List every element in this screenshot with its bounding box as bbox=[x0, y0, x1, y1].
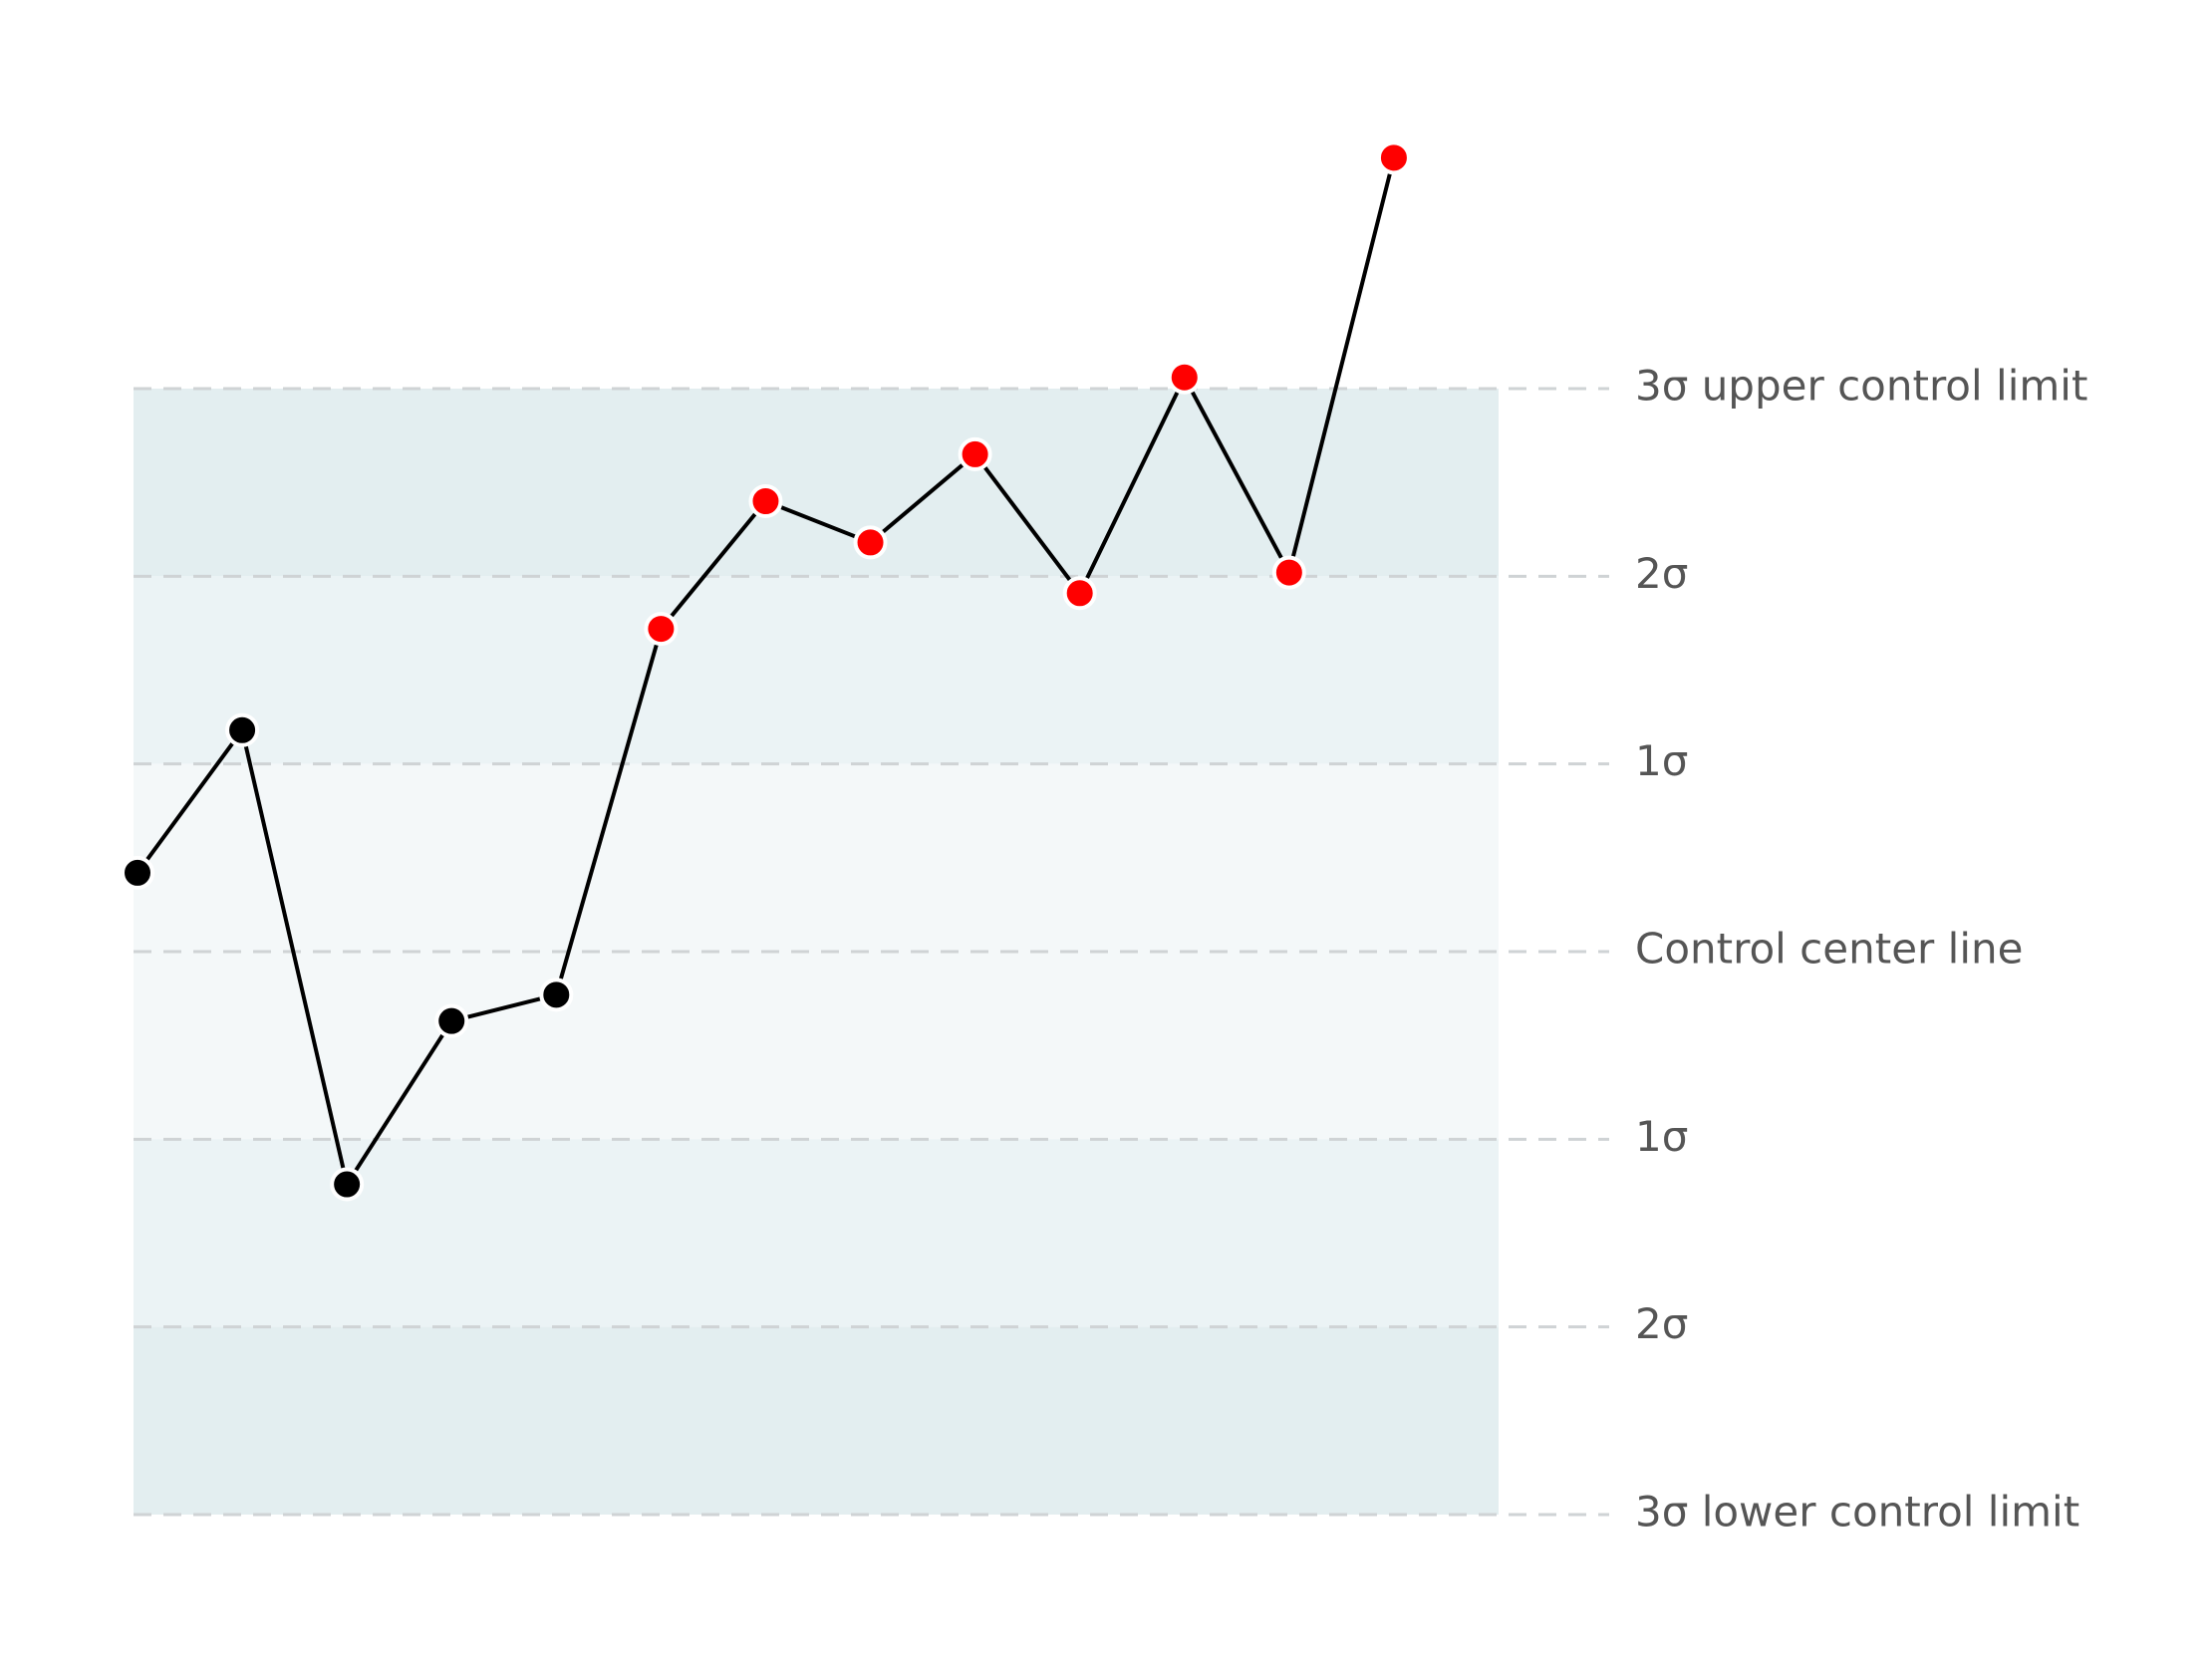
zone-band bbox=[134, 952, 1499, 1140]
data-point bbox=[330, 1167, 365, 1202]
data-point bbox=[225, 712, 260, 747]
data-point bbox=[1376, 140, 1411, 175]
data-point bbox=[1167, 360, 1202, 395]
y-tick-label: 2σ bbox=[1635, 1299, 1688, 1348]
zone-band bbox=[134, 576, 1499, 764]
data-point bbox=[853, 525, 888, 560]
zone-band bbox=[134, 1326, 1499, 1515]
zone-band bbox=[134, 1139, 1499, 1327]
y-tick-label: 1σ bbox=[1635, 1112, 1688, 1161]
data-point bbox=[1062, 576, 1097, 611]
y-tick-label: 3σ upper control limit bbox=[1635, 362, 2087, 411]
zone-band bbox=[134, 763, 1499, 952]
data-point bbox=[958, 436, 992, 471]
y-tick-label: 1σ bbox=[1635, 736, 1688, 785]
data-point bbox=[1271, 555, 1306, 590]
y-tick-label: Control center line bbox=[1635, 925, 2023, 974]
data-point bbox=[644, 612, 679, 647]
data-point bbox=[121, 855, 154, 890]
data-point bbox=[748, 484, 783, 518]
y-tick-label: 3σ lower control limit bbox=[1635, 1488, 2079, 1537]
data-point bbox=[539, 978, 574, 1012]
data-point bbox=[434, 1003, 469, 1038]
zone-band bbox=[134, 389, 1499, 577]
y-tick-label: 2σ bbox=[1635, 549, 1688, 598]
